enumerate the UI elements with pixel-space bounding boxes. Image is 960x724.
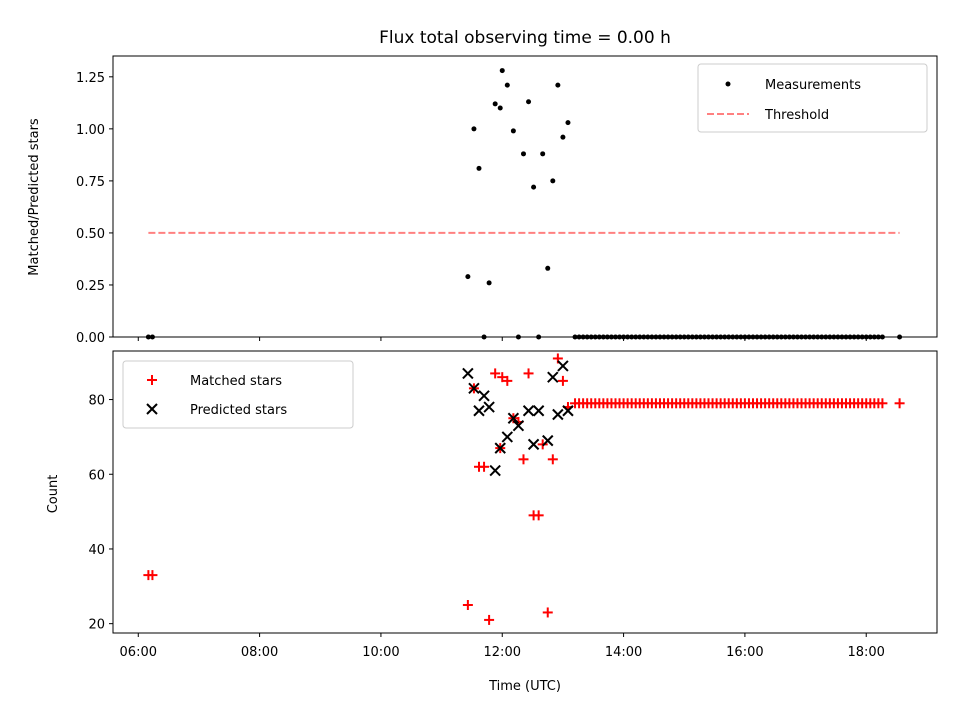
x-tick-label: 16:00 bbox=[726, 645, 763, 660]
predicted-star-point bbox=[527, 438, 540, 451]
legend-measurements-marker bbox=[725, 81, 731, 87]
predicted-star-point bbox=[512, 419, 525, 432]
bottom-legend-box bbox=[122, 360, 354, 429]
predicted-star-point bbox=[522, 405, 535, 417]
matched-star-point bbox=[533, 510, 544, 521]
matched-star-point bbox=[147, 570, 158, 581]
legend-threshold-label: Threshold bbox=[764, 108, 829, 123]
measurement-point bbox=[540, 151, 546, 157]
x-tick-label: 18:00 bbox=[847, 645, 884, 660]
predicted-star-point bbox=[547, 371, 559, 383]
measurement-point bbox=[565, 120, 571, 126]
measurement-point bbox=[471, 126, 477, 132]
legend-predicted-marker bbox=[146, 403, 158, 415]
predicted-star-point bbox=[494, 442, 506, 454]
legend-matched-marker bbox=[147, 375, 157, 385]
top-legend-box bbox=[697, 63, 928, 133]
predicted-star-point bbox=[562, 405, 574, 417]
predicted-star-point bbox=[468, 382, 480, 395]
measurement-point bbox=[476, 165, 482, 171]
predicted-star-point bbox=[501, 431, 514, 443]
matched-star-point bbox=[490, 368, 501, 379]
bottom-y-tick-label: 20 bbox=[88, 618, 105, 633]
matched-star-point bbox=[497, 372, 508, 383]
measurement-point bbox=[560, 134, 566, 140]
top-y-tick-label: 1.25 bbox=[76, 71, 105, 86]
predicted-star-point bbox=[507, 412, 520, 424]
predicted-star-point bbox=[557, 360, 569, 372]
top-axes-frame bbox=[112, 55, 938, 338]
predicted-star-point bbox=[489, 464, 501, 477]
bottom-x-ticks: 06:00 08:00 10:00 12:00 14:00 16:00 18:00 bbox=[120, 633, 885, 660]
bottom-plot-marks bbox=[143, 353, 905, 625]
matched-star-point bbox=[462, 599, 473, 610]
top-y-tick-label: 0.25 bbox=[76, 279, 105, 294]
measurement-point bbox=[486, 280, 492, 286]
matched-star-point bbox=[479, 461, 490, 472]
predicted-star-point bbox=[483, 401, 495, 413]
bottom-y-tick-label: 80 bbox=[88, 394, 105, 409]
matched-star-point bbox=[894, 398, 905, 409]
legend-measurements-label: Measurements bbox=[765, 78, 861, 93]
predicted-star-point bbox=[478, 390, 490, 402]
bottom-y-axis-label: Count bbox=[46, 475, 61, 514]
top-legend: Measurements Threshold bbox=[697, 63, 928, 133]
legend-predicted-label: Predicted stars bbox=[190, 403, 287, 418]
x-axis-label: Time (UTC) bbox=[488, 679, 561, 694]
bottom-y-ticks: 20 40 60 80 bbox=[88, 394, 113, 633]
measurement-point bbox=[526, 99, 532, 105]
matched-star-point bbox=[547, 454, 558, 465]
predicted-star-point bbox=[462, 367, 474, 380]
matched-star-point bbox=[484, 614, 495, 625]
top-y-tick-label: 0.00 bbox=[76, 331, 105, 346]
matched-star-point bbox=[502, 375, 513, 386]
predicted-star-point bbox=[473, 405, 485, 417]
measurement-point bbox=[499, 68, 505, 74]
measurement-point bbox=[504, 82, 510, 88]
measurement-point bbox=[520, 151, 526, 157]
matched-star-point bbox=[542, 607, 553, 618]
predicted-star-point bbox=[542, 434, 554, 447]
measurement-point bbox=[497, 105, 503, 111]
measurement-point bbox=[550, 178, 556, 184]
x-tick-label: 08:00 bbox=[241, 645, 278, 660]
top-y-ticks: 0.00 0.25 0.50 0.75 1.00 1.25 bbox=[76, 71, 113, 346]
top-y-tick-label: 0.75 bbox=[76, 175, 105, 190]
top-y-tick-label: 1.00 bbox=[76, 123, 105, 138]
bottom-y-tick-label: 40 bbox=[88, 543, 105, 558]
top-x-ticks bbox=[137, 337, 867, 341]
figure-title: Flux total observing time = 0.00 h bbox=[379, 28, 671, 48]
top-panel: 0.00 0.25 0.50 0.75 1.00 1.25 Matched/Predict… bbox=[27, 55, 938, 346]
matched-star-point bbox=[557, 375, 568, 386]
matched-star-point bbox=[523, 368, 534, 379]
top-y-tick-label: 0.50 bbox=[76, 227, 105, 242]
bottom-legend: Matched stars Predicted stars bbox=[122, 360, 354, 429]
predicted-star-point bbox=[552, 408, 564, 421]
measurement-point bbox=[531, 184, 537, 190]
legend-matched-label: Matched stars bbox=[190, 374, 282, 389]
predicted-star-point bbox=[532, 405, 545, 417]
x-tick-label: 06:00 bbox=[120, 645, 157, 660]
x-tick-label: 12:00 bbox=[484, 645, 521, 660]
measurement-point bbox=[465, 274, 471, 280]
matched-star-point bbox=[518, 454, 529, 465]
measurement-point bbox=[545, 265, 551, 271]
bottom-y-tick-label: 60 bbox=[88, 468, 105, 483]
x-tick-label: 10:00 bbox=[362, 645, 399, 660]
matched-star-point bbox=[877, 398, 888, 409]
bottom-panel: 20 40 60 80 06:00 08:00 10:00 12:00 14:00 16:00 1… bbox=[46, 350, 938, 694]
measurement-point bbox=[492, 101, 498, 107]
top-y-axis-label: Matched/Predicted stars bbox=[27, 118, 42, 276]
x-tick-label: 14:00 bbox=[605, 645, 642, 660]
measurement-point bbox=[510, 128, 516, 134]
bottom-axes-frame bbox=[112, 350, 938, 634]
measurement-point bbox=[555, 82, 561, 88]
